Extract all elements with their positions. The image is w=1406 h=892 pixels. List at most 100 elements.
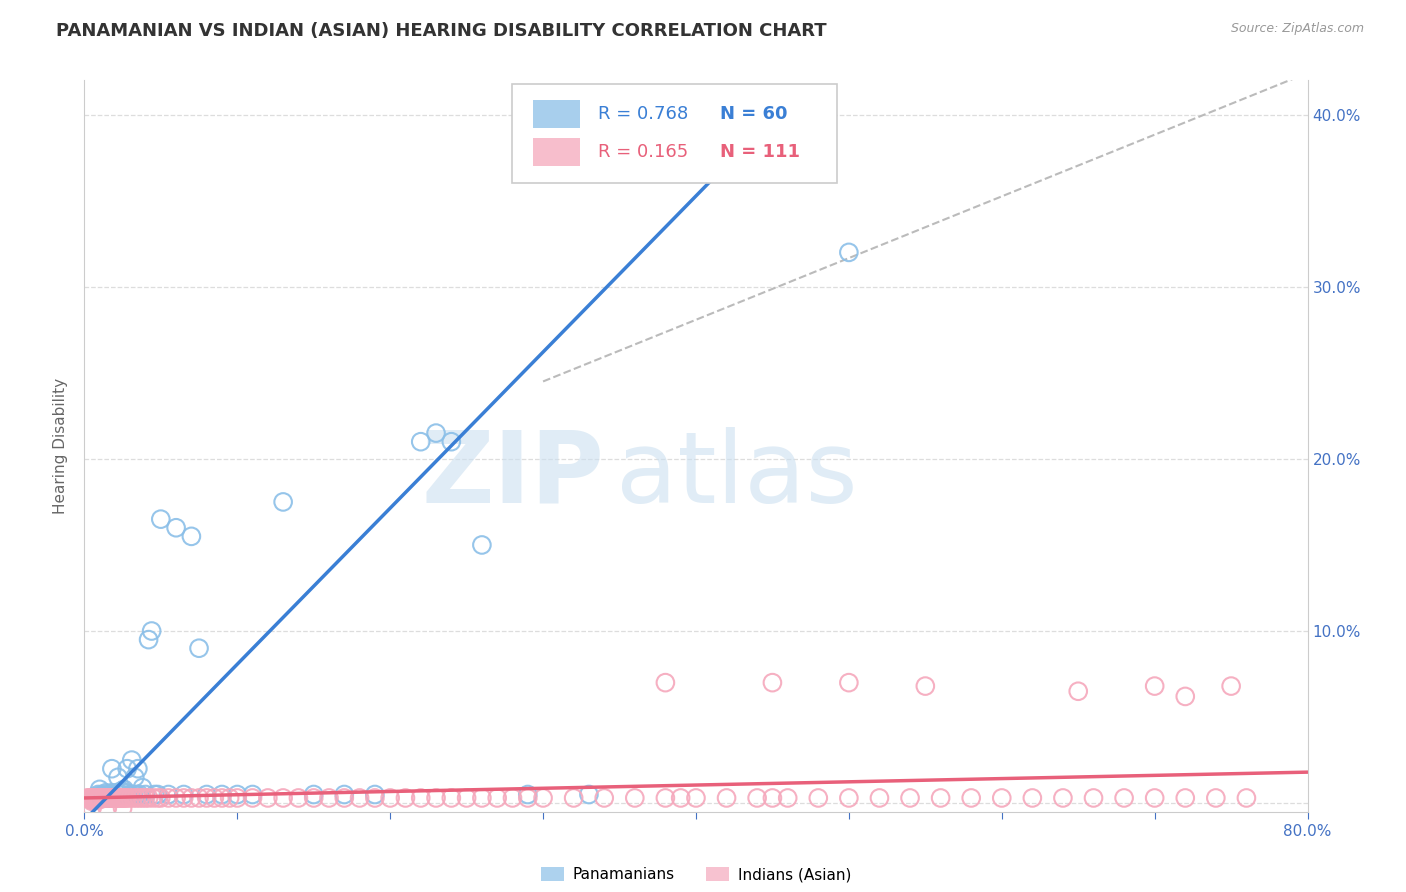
Point <box>226 791 249 805</box>
Point <box>516 791 538 805</box>
Point <box>97 791 120 805</box>
Point <box>654 791 676 805</box>
Point <box>87 788 110 802</box>
Point <box>94 786 117 800</box>
Point <box>914 679 936 693</box>
Point <box>115 791 138 805</box>
Point <box>79 791 101 805</box>
Point <box>84 792 107 806</box>
Point <box>149 512 172 526</box>
Point <box>1205 791 1227 805</box>
Point <box>146 788 169 802</box>
Point <box>929 791 952 805</box>
Text: PANAMANIAN VS INDIAN (ASIAN) HEARING DISABILITY CORRELATION CHART: PANAMANIAN VS INDIAN (ASIAN) HEARING DIS… <box>56 22 827 40</box>
Point <box>97 788 120 802</box>
Point <box>149 791 172 805</box>
Point <box>112 791 135 805</box>
Point <box>111 788 134 802</box>
Point <box>188 791 211 805</box>
Y-axis label: Hearing Disability: Hearing Disability <box>53 378 69 514</box>
Point <box>96 791 118 805</box>
Point <box>86 792 108 806</box>
Text: Source: ZipAtlas.com: Source: ZipAtlas.com <box>1230 22 1364 36</box>
Point <box>104 789 127 804</box>
Point <box>121 753 143 767</box>
Point <box>138 791 160 805</box>
Point <box>1052 791 1074 805</box>
Point <box>165 521 187 535</box>
Point <box>188 641 211 656</box>
Point <box>180 529 202 543</box>
Point <box>1143 679 1166 693</box>
Point <box>142 791 165 805</box>
Point <box>333 791 356 805</box>
Point <box>105 786 128 800</box>
Point <box>111 791 134 805</box>
Point <box>1174 690 1197 704</box>
Point <box>108 791 131 805</box>
Point <box>195 791 218 805</box>
Point <box>318 791 340 805</box>
Point <box>108 788 131 802</box>
Point <box>516 788 538 802</box>
Point <box>716 791 738 805</box>
Point <box>101 786 124 800</box>
Point <box>302 791 325 805</box>
Point <box>87 791 110 805</box>
Point <box>107 788 129 802</box>
Point <box>960 791 983 805</box>
Point <box>98 789 121 804</box>
Point <box>114 786 136 800</box>
Point <box>287 791 309 805</box>
Point <box>1083 791 1105 805</box>
Point <box>409 434 432 449</box>
Legend: Panamanians, Indians (Asian): Panamanians, Indians (Asian) <box>534 861 858 888</box>
Point <box>103 788 125 802</box>
Point <box>838 675 860 690</box>
Point <box>138 632 160 647</box>
Point <box>1021 791 1043 805</box>
Point <box>96 791 118 805</box>
Point <box>486 791 509 805</box>
Point <box>90 791 112 805</box>
Point <box>146 791 169 805</box>
Point <box>471 538 494 552</box>
Point <box>440 791 463 805</box>
Point <box>93 791 115 805</box>
Point <box>110 784 132 798</box>
Point <box>131 780 153 795</box>
Point <box>89 792 111 806</box>
Point <box>838 245 860 260</box>
Point <box>211 791 233 805</box>
Point <box>502 791 524 805</box>
Point <box>80 794 103 808</box>
Point <box>1143 791 1166 805</box>
Point <box>578 788 600 802</box>
Point <box>624 791 647 805</box>
Point <box>165 791 187 805</box>
Point <box>761 791 783 805</box>
Text: N = 60: N = 60 <box>720 105 787 123</box>
Point <box>242 791 264 805</box>
Point <box>94 791 117 805</box>
Point <box>1174 791 1197 805</box>
Point <box>77 791 100 805</box>
Point <box>380 791 402 805</box>
Point <box>83 791 105 805</box>
Point <box>685 791 707 805</box>
Point <box>128 788 150 802</box>
Point <box>761 675 783 690</box>
Point <box>111 801 134 815</box>
Point <box>104 791 127 805</box>
Point <box>562 791 585 805</box>
Point <box>242 788 264 802</box>
Point <box>991 791 1014 805</box>
Point <box>96 801 118 815</box>
Point <box>125 791 148 805</box>
Point <box>93 791 115 805</box>
Point <box>80 801 103 815</box>
Point <box>90 789 112 804</box>
Point <box>80 792 103 806</box>
Bar <box>533 138 579 166</box>
Point <box>425 791 447 805</box>
